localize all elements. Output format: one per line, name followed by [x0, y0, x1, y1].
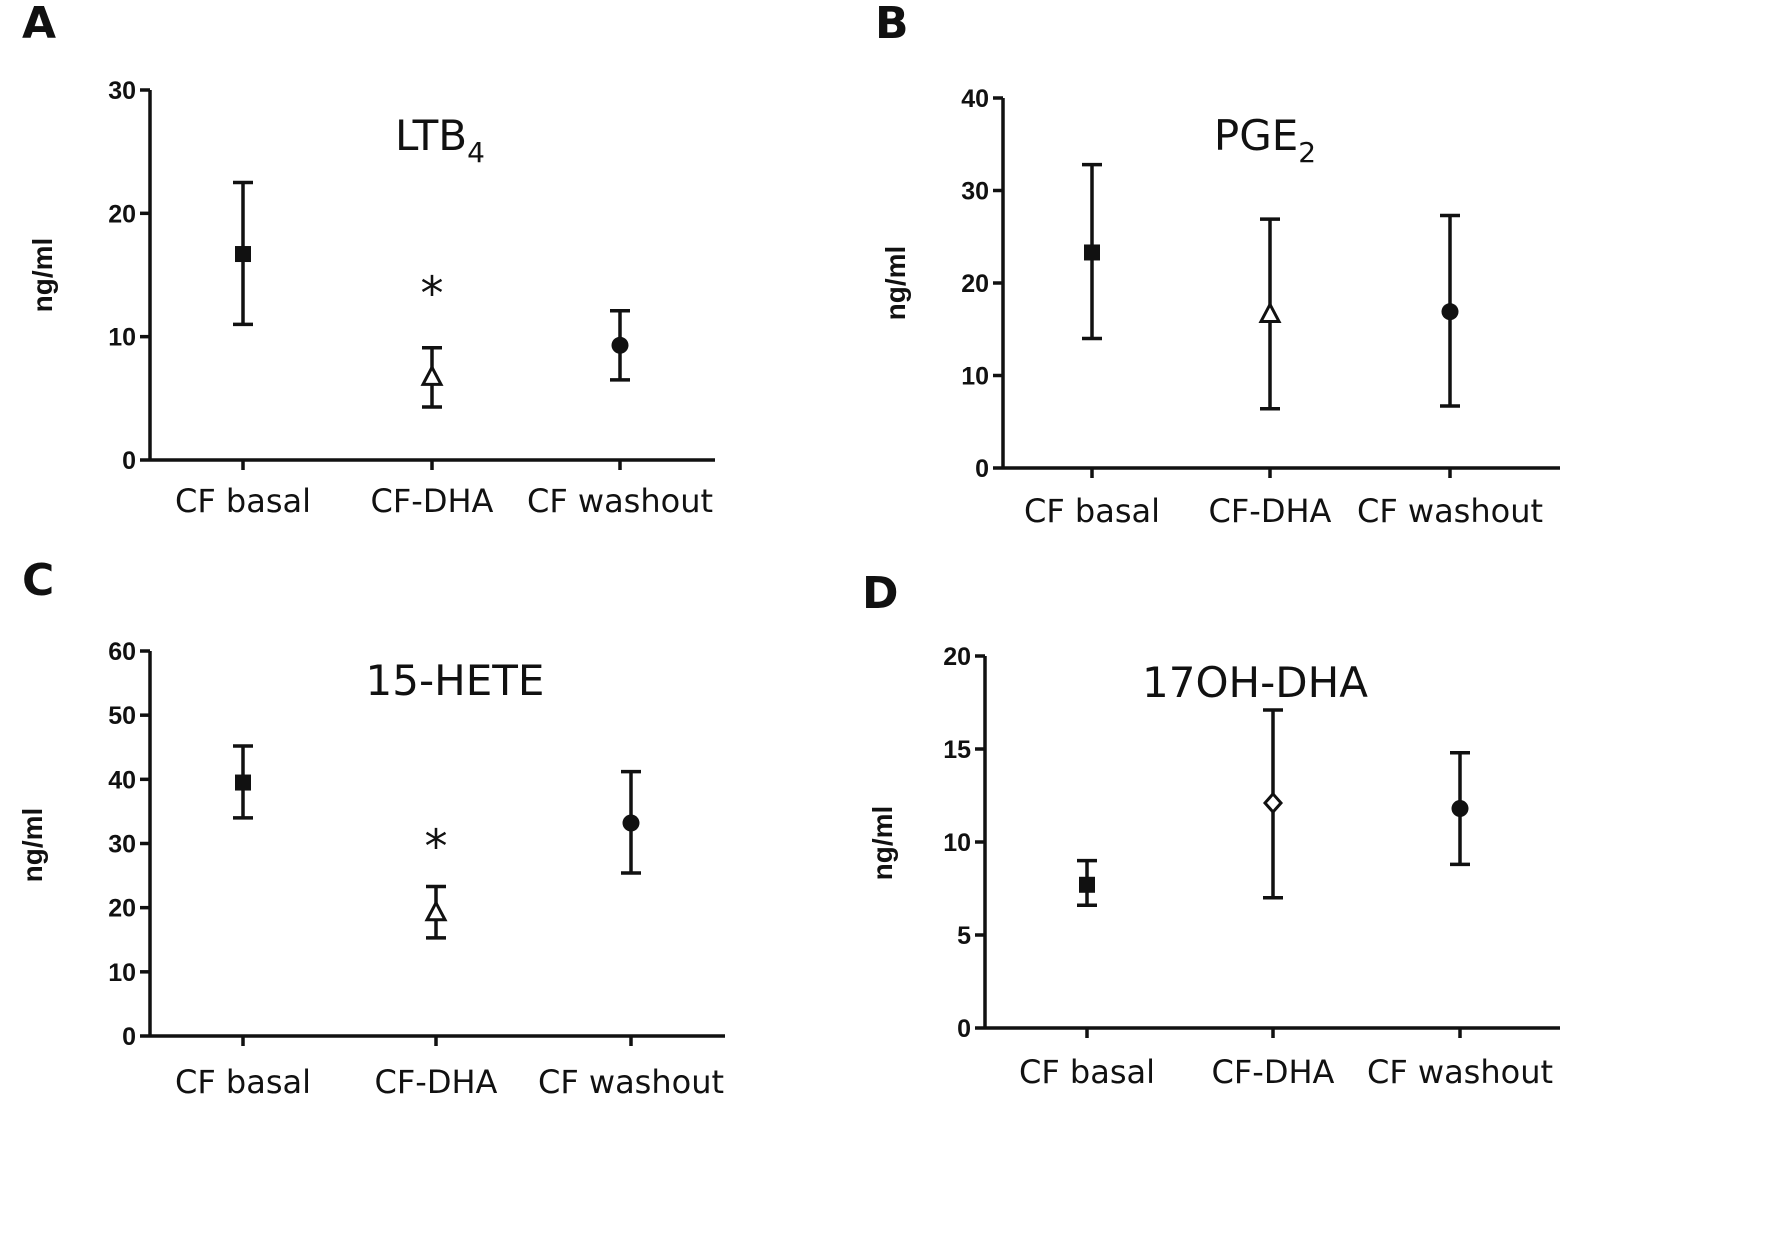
data-point-cf-basal [235, 774, 251, 791]
y-tick-label: 0 [122, 1023, 136, 1051]
panel-d: D 0 5 10 15 20 CF basal CF-DHA CF washout ng/ml 17… [862, 568, 1560, 1091]
x-tick-label: CF basal [1019, 1053, 1155, 1091]
x-tick-label: CF basal [1024, 492, 1160, 530]
y-tick-label: 40 [961, 85, 989, 113]
panel-b: B 0 10 20 30 40 CF basal CF-DHA CF washout ng/ml P… [875, 0, 1560, 530]
data-point-cf-washout [1451, 800, 1469, 818]
y-tick-label: 20 [108, 200, 136, 228]
y-tick-label: 20 [108, 895, 136, 923]
x-tick-label: CF-DHA [1212, 1053, 1335, 1091]
data-point-cf-dha [420, 364, 444, 386]
y-tick-label: 5 [957, 922, 971, 950]
x-tick-label: CF basal [175, 482, 311, 520]
data-point-cf-basal [1079, 876, 1095, 893]
data-point-cf-washout [622, 814, 640, 832]
y-tick-label: 20 [943, 643, 971, 671]
y-tick-label: 20 [961, 270, 989, 298]
y-axis-label-a: ng/ml [27, 238, 58, 313]
chart-title-b: PGE2 [1214, 111, 1316, 169]
y-tick-label: 10 [108, 324, 136, 352]
x-tick-label: CF basal [175, 1063, 311, 1101]
data-point-cf-dha [424, 899, 448, 922]
y-axis-label-b: ng/ml [880, 246, 911, 321]
y-axis-label-d: ng/ml [867, 806, 898, 881]
chart-title-d: 17OH-DHA [1142, 658, 1368, 707]
x-tick-label: CF-DHA [371, 482, 494, 520]
y-tick-label: 10 [961, 363, 989, 391]
panel-a: A 0 10 20 30 CF basal CF-DHA CF washout ng/ml LTB… [22, 0, 715, 520]
y-tick-label: 40 [108, 766, 136, 794]
y-tick-label: 15 [943, 736, 971, 764]
y-tick-label: 10 [943, 829, 971, 857]
data-point-cf-washout [1441, 303, 1459, 321]
panel-c: C 0 10 20 30 40 50 60 CF basal CF-DHA CF washout ng… [17, 555, 725, 1101]
significance-asterisk: * [421, 267, 444, 321]
data-point-cf-washout [611, 336, 629, 354]
y-tick-label: 30 [108, 831, 136, 859]
y-tick-label: 30 [108, 77, 136, 105]
panel-letter-c: C [22, 555, 54, 606]
y-tick-label: 0 [957, 1015, 971, 1043]
panel-letter-a: A [22, 0, 56, 49]
x-tick-label: CF-DHA [375, 1063, 498, 1101]
chart-title-c: 15-HETE [366, 656, 545, 705]
data-point-cf-dha [1262, 791, 1284, 815]
y-tick-label: 50 [108, 702, 136, 730]
x-tick-label: CF washout [1367, 1053, 1553, 1091]
data-point-cf-basal [235, 246, 251, 263]
panel-letter-d: D [862, 568, 899, 619]
y-tick-label: 0 [122, 447, 136, 475]
y-tick-label: 0 [975, 455, 989, 483]
y-axis-label-c: ng/ml [17, 808, 48, 883]
y-tick-label: 30 [961, 178, 989, 206]
significance-asterisk: * [425, 820, 448, 874]
x-tick-label: CF-DHA [1209, 492, 1332, 530]
y-tick-label: 60 [108, 638, 136, 666]
y-tick-label: 10 [108, 959, 136, 987]
panel-letter-b: B [875, 0, 909, 49]
data-point-cf-dha [1258, 301, 1282, 323]
chart-title-a: LTB4 [395, 111, 485, 169]
x-tick-label: CF washout [538, 1063, 724, 1101]
data-point-cf-basal [1084, 244, 1100, 261]
x-tick-label: CF washout [1357, 492, 1543, 530]
x-tick-label: CF washout [527, 482, 713, 520]
